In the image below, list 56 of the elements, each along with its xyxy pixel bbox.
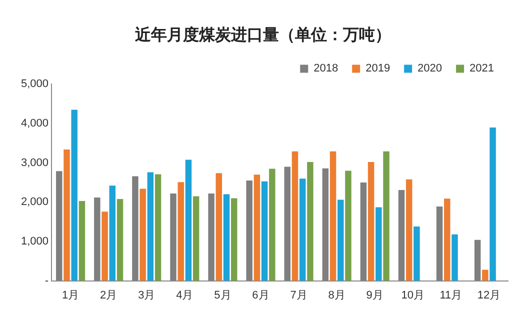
bar	[154, 174, 162, 281]
bar	[261, 181, 268, 281]
bar	[490, 127, 496, 281]
bar	[147, 172, 154, 281]
x-tick-label: 5月	[214, 289, 232, 302]
bar	[414, 226, 420, 281]
bar	[109, 186, 116, 281]
bar	[376, 207, 382, 281]
bar	[216, 173, 222, 281]
bar	[71, 110, 78, 281]
bar	[307, 162, 314, 281]
x-tick-label: 3月	[138, 289, 156, 302]
legend-label: 2018	[314, 62, 338, 75]
y-tick-label: 1,000	[20, 236, 49, 248]
bar	[383, 151, 390, 281]
x-tick-label: 10月	[401, 289, 425, 302]
y-tick-label: 2,000	[20, 196, 49, 208]
bar	[102, 212, 108, 281]
x-tick-label: 7月	[290, 289, 308, 302]
bar	[178, 182, 184, 281]
bar	[444, 198, 450, 281]
bar	[452, 234, 458, 281]
x-tick-label: 1月	[62, 289, 80, 302]
legend-label: 2020	[418, 62, 442, 75]
bar	[406, 179, 412, 281]
x-tick-label: 11月	[440, 289, 462, 302]
bar	[338, 200, 344, 281]
bar	[292, 151, 298, 281]
bar	[368, 162, 374, 281]
legend-label: 2019	[366, 62, 390, 75]
bar	[254, 174, 260, 281]
bar	[223, 194, 230, 281]
legend-label: 2021	[470, 62, 494, 75]
chart-title: 近年月度煤炭进口量（单位：万吨）	[134, 24, 391, 44]
bar	[299, 178, 306, 281]
x-tick-label: 9月	[366, 289, 384, 302]
bar	[140, 188, 146, 281]
x-tick-label: 2月	[100, 289, 118, 302]
bar	[185, 160, 192, 281]
bar	[116, 199, 124, 281]
y-tick-label: 4,000	[20, 118, 49, 130]
x-tick-label: 12月	[477, 289, 501, 302]
x-tick-label: 6月	[252, 289, 270, 302]
bar	[230, 198, 238, 281]
y-tick-label: -	[44, 274, 49, 287]
y-tick-label: 5,000	[20, 78, 49, 90]
x-tick-label: 4月	[176, 289, 194, 302]
bar	[330, 151, 336, 281]
x-tick-label: 8月	[328, 289, 346, 302]
bar	[64, 149, 70, 281]
bar	[78, 200, 86, 281]
bar	[192, 196, 200, 281]
bar	[269, 168, 276, 281]
bar	[345, 170, 352, 281]
bar	[482, 270, 488, 281]
y-tick-label: 3,000	[20, 156, 49, 169]
